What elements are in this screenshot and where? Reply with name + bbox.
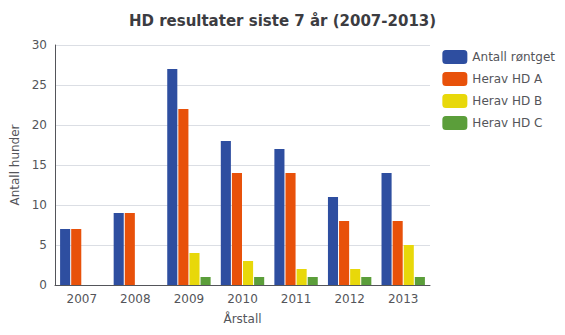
svg-text:2008: 2008: [120, 292, 151, 306]
svg-text:30: 30: [32, 38, 47, 52]
svg-text:2009: 2009: [174, 292, 205, 306]
svg-text:Årstall: Årstall: [223, 311, 261, 326]
svg-text:2010: 2010: [227, 292, 258, 306]
svg-text:Herav HD A: Herav HD A: [472, 72, 543, 86]
svg-text:5: 5: [39, 238, 47, 252]
svg-text:2011: 2011: [281, 292, 312, 306]
svg-text:2012: 2012: [334, 292, 365, 306]
svg-text:Herav HD C: Herav HD C: [472, 116, 542, 130]
svg-text:Antall røntget: Antall røntget: [472, 50, 555, 64]
svg-text:15: 15: [32, 158, 47, 172]
svg-text:2007: 2007: [67, 292, 98, 306]
svg-text:20: 20: [32, 118, 47, 132]
svg-text:10: 10: [32, 198, 47, 212]
svg-text:Antall hunder: Antall hunder: [8, 124, 22, 205]
svg-text:Herav HD B: Herav HD B: [472, 94, 542, 108]
svg-text:25: 25: [32, 78, 47, 92]
svg-text:0: 0: [39, 278, 47, 292]
svg-text:2013: 2013: [388, 292, 419, 306]
svg-text:HD resultater siste 7 år (2007: HD resultater siste 7 år (2007-2013): [129, 12, 436, 30]
